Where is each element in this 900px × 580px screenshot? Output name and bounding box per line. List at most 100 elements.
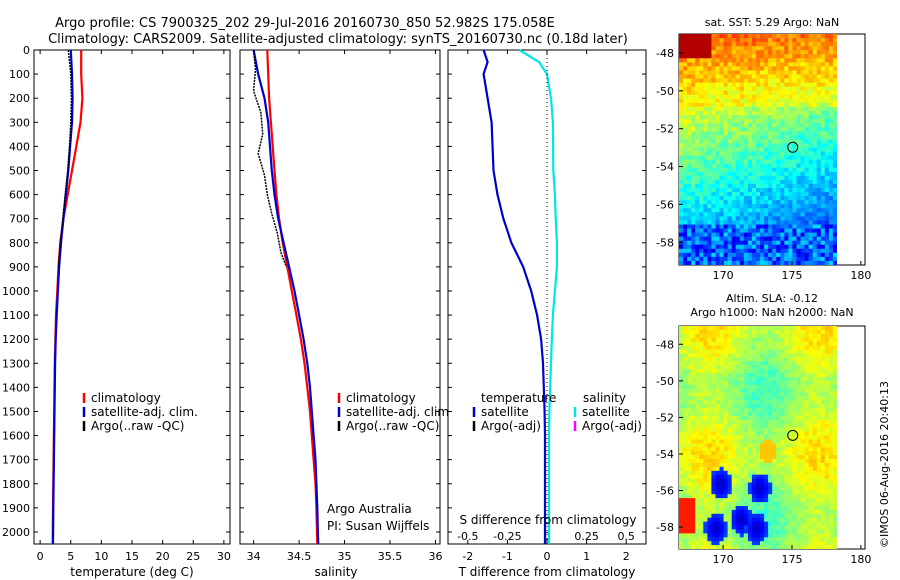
- heatmap-cell: [731, 155, 737, 161]
- heatmap-cell: [828, 98, 834, 104]
- heatmap-cell: [768, 208, 773, 213]
- heatmap-cell: [792, 431, 797, 436]
- heatmap-cell: [816, 147, 822, 153]
- heatmap-cell: [687, 416, 692, 421]
- heatmap-cell: [788, 244, 793, 250]
- heatmap-cell: [832, 513, 837, 519]
- heatmap-cell: [776, 179, 781, 185]
- heatmap-cell: [816, 412, 822, 417]
- heatmap-cell: [792, 183, 797, 189]
- heatmap-cell: [719, 482, 724, 487]
- heatmap-cell: [784, 252, 789, 258]
- heatmap-cell: [800, 353, 805, 358]
- heatmap-cell: [772, 337, 777, 343]
- heatmap-cell: [735, 54, 741, 59]
- heatmap-cell: [699, 427, 704, 433]
- heatmap-cell: [731, 224, 737, 230]
- heatmap-cell: [683, 220, 688, 225]
- heatmap-cell: [832, 498, 837, 503]
- heatmap-cell: [679, 139, 684, 144]
- heatmap-cell: [735, 183, 741, 189]
- heatmap-cell: [731, 466, 737, 472]
- heatmap-cell: [812, 34, 818, 39]
- y-tick-label: 700: [9, 213, 30, 226]
- heatmap-cell: [824, 521, 830, 526]
- heatmap-cell: [792, 111, 797, 116]
- heatmap-cell: [824, 427, 830, 433]
- heatmap-cell: [683, 183, 688, 189]
- heatmap-cell: [723, 220, 729, 225]
- heatmap-cell: [828, 123, 834, 128]
- heatmap-cell: [832, 212, 837, 217]
- heatmap-cell: [691, 419, 696, 425]
- heatmap-cell: [808, 439, 814, 444]
- heatmap-cell: [731, 208, 737, 213]
- heatmap-cell: [739, 388, 745, 393]
- heatmap-cell: [808, 171, 814, 177]
- heatmap-cell: [816, 216, 822, 221]
- heatmap-cell: [691, 236, 696, 242]
- heatmap-cell: [731, 38, 737, 43]
- heatmap-cell: [784, 78, 789, 84]
- heatmap-cell: [820, 404, 826, 409]
- heatmap-cell: [691, 34, 696, 39]
- heatmap-cell: [719, 419, 724, 425]
- heatmap-cell: [820, 58, 826, 63]
- heatmap-cell: [731, 384, 737, 390]
- heatmap-cell: [820, 545, 826, 549]
- heatmap-cell: [816, 474, 822, 480]
- heatmap-cell: [735, 451, 741, 456]
- heatmap-cell: [715, 70, 720, 76]
- heatmap-cell: [699, 228, 704, 234]
- heatmap-cell: [719, 404, 724, 409]
- heatmap-cell: [699, 353, 704, 358]
- heatmap-cell: [776, 474, 781, 480]
- heatmap-cell: [784, 131, 789, 136]
- heatmap-cell: [747, 143, 753, 148]
- heatmap-cell: [691, 490, 696, 495]
- heatmap-cell: [792, 419, 797, 425]
- heatmap-cell: [804, 533, 810, 538]
- heatmap-cell: [699, 183, 704, 189]
- heatmap-cell: [768, 252, 773, 258]
- heatmap-cell: [683, 466, 688, 472]
- heatmap-cell: [792, 58, 797, 63]
- heatmap-cell: [699, 525, 704, 530]
- heatmap-cell: [788, 326, 793, 331]
- heatmap-cell: [792, 517, 797, 523]
- heatmap-cell: [820, 86, 826, 92]
- heatmap-cell: [719, 376, 724, 382]
- heatmap-cell: [804, 200, 810, 205]
- heatmap-cell: [691, 115, 696, 120]
- heatmap-cell: [683, 204, 688, 209]
- heatmap-cell: [735, 435, 741, 440]
- heatmap-cell: [756, 175, 761, 181]
- heatmap-cell: [739, 171, 745, 177]
- heatmap-cell: [691, 333, 696, 339]
- heatmap-cell: [695, 183, 700, 189]
- y-tick-label: 0: [23, 44, 30, 57]
- heatmap-cell: [796, 513, 801, 519]
- heatmap-cell: [739, 529, 745, 534]
- heatmap-cell: [707, 541, 712, 546]
- heatmap-cell: [796, 167, 801, 173]
- heatmap-cell: [756, 408, 761, 413]
- heatmap-cell: [780, 119, 785, 124]
- heatmap-cell: [751, 369, 757, 374]
- heatmap-cell: [808, 525, 814, 530]
- heatmap-cell: [703, 369, 708, 374]
- heatmap-cell: [816, 171, 822, 177]
- heatmap-cell: [719, 541, 724, 546]
- heatmap-cell: [792, 78, 797, 84]
- heatmap-cell: [707, 412, 712, 417]
- heatmap-cell: [820, 188, 826, 193]
- heatmap-cell: [832, 529, 837, 534]
- heatmap-cell: [756, 380, 761, 386]
- heatmap-cell: [715, 384, 720, 390]
- heatmap-cell: [804, 220, 810, 225]
- heatmap-cell: [683, 58, 688, 63]
- heatmap-cell: [683, 545, 688, 549]
- heatmap-cell: [719, 46, 724, 51]
- heatmap-cell: [731, 529, 737, 534]
- heatmap-cell: [703, 509, 708, 515]
